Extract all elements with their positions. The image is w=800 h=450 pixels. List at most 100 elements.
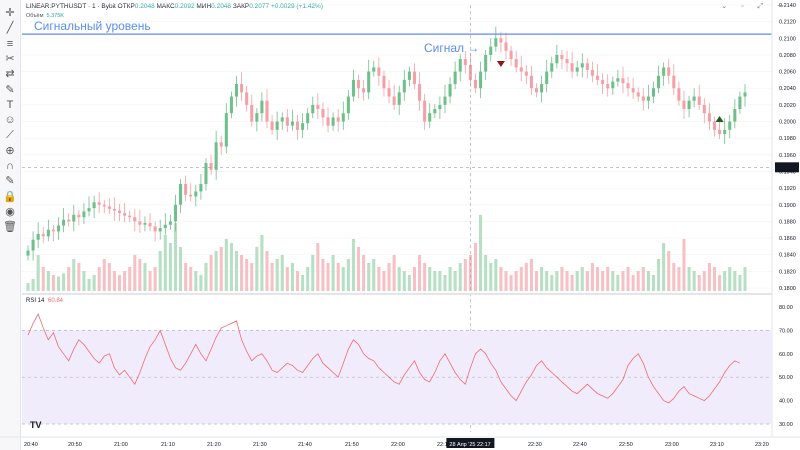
volume-bar (575, 271, 579, 291)
fib-icon[interactable]: ≡ (6, 37, 14, 50)
eye-icon[interactable]: ◉ (5, 205, 15, 218)
rsi-legend-label[interactable]: RSI 14 (26, 298, 45, 304)
rsi-axis[interactable]: 80.00 70.00 60.00 50.00 40.00 30.00 (779, 305, 793, 428)
brush-icon[interactable]: ✎ (5, 83, 15, 96)
volume-bars (26, 215, 747, 291)
candle-body (72, 214, 76, 222)
signal-annotation[interactable]: Сигнал → (424, 41, 479, 55)
candle-body (295, 121, 300, 130)
candle-body (173, 204, 177, 222)
time-tick-label: 23:00 (665, 442, 679, 448)
close-label: ЗАКР (232, 3, 250, 10)
volume-legend[interactable]: Объём 5.375K (26, 13, 64, 19)
rsi-pane[interactable] (22, 313, 772, 425)
candle-body (199, 183, 203, 192)
candle-body (448, 84, 452, 97)
candle-body (397, 92, 401, 105)
candle-body (97, 202, 101, 205)
trendline-icon[interactable]: ╱ (6, 22, 14, 35)
candle-body (377, 67, 381, 76)
volume-bar (275, 259, 279, 291)
candle-body (250, 104, 254, 122)
volume-bar (224, 239, 228, 291)
volume-bar (31, 279, 35, 291)
volume-bar (372, 259, 376, 291)
signal-level-label[interactable]: Сигнальный уровень (34, 19, 151, 33)
symbol-name[interactable]: LINEAR:PYTHUSDT · 1 · Bybit (26, 3, 116, 10)
candle-body (433, 109, 437, 114)
emoji-icon[interactable]: ☺ (4, 114, 16, 127)
time-tick-label: 22:30 (528, 442, 542, 448)
candle-body (443, 96, 447, 105)
text-icon[interactable]: T (6, 98, 14, 111)
time-axis[interactable]: 20:40 20:50 21:00 21:10 21:20 21:30 21:40 21:50… (0, 436, 800, 448)
volume-bar (351, 239, 355, 291)
candle-body (229, 96, 233, 114)
candle-body (712, 121, 717, 130)
volume-bar (616, 275, 620, 291)
candle-body (31, 239, 35, 251)
pattern-icon[interactable]: ✂ (5, 52, 15, 65)
volume-bar (229, 243, 233, 291)
candle-body (738, 96, 742, 110)
ruler-icon[interactable]: ⟋ (6, 129, 14, 142)
volume-bar (107, 263, 111, 291)
volume-bar (433, 271, 437, 291)
candle-body (316, 104, 320, 110)
time-tick-label: 21:50 (345, 442, 359, 448)
rsi-line (27, 313, 741, 404)
candle-body (662, 67, 666, 76)
cursor-icon[interactable]: ✛ (5, 7, 15, 19)
time-tick-label: 22:50 (619, 442, 633, 448)
volume-bar (321, 259, 325, 291)
candle-body (26, 250, 30, 256)
volume-bar (580, 267, 584, 291)
price-axis[interactable]: 0.2140 0.2120 0.2100 0.2080 0.2060 0.2040 0.20… (771, 0, 796, 437)
lock-icon[interactable]: 🔒 (3, 190, 17, 203)
volume-bar (534, 271, 539, 291)
volume-bar (179, 247, 183, 291)
time-tick-label: 22:10 (437, 442, 451, 448)
window-controls[interactable]: ⌄ ▫ ⤢ ⋯ (721, 3, 790, 10)
volume-bar (153, 267, 157, 291)
candle-body (265, 100, 269, 122)
zoom-icon[interactable]: ⊕ (5, 144, 15, 157)
volume-bar (707, 263, 711, 291)
candle-body (118, 210, 122, 214)
volume-bar (484, 255, 488, 291)
candle-body (219, 142, 223, 147)
candle-body (728, 121, 732, 130)
pane-separator[interactable] (22, 293, 772, 295)
volume-bar (163, 235, 167, 291)
volume-bar (718, 275, 722, 291)
symbol-legend[interactable]: LINEAR:PYTHUSDT · 1 · Bybit ОТКР0.2048 М… (26, 3, 323, 10)
candle-body (402, 79, 406, 93)
volume-bar (509, 275, 513, 291)
volume-bar (723, 271, 727, 291)
candle-body (234, 84, 239, 97)
price-tick-label: 0.2080 (779, 53, 796, 59)
open-value: 0.2048 (134, 3, 155, 10)
projection-icon[interactable]: ⇄ (5, 68, 15, 81)
volume-bar (382, 271, 386, 291)
magnet-icon[interactable]: ∩ (6, 160, 14, 172)
volume-bar (504, 271, 508, 291)
volume-bar (468, 255, 472, 291)
lock-drawing-icon[interactable]: ✎ (5, 175, 15, 188)
volume-bar (341, 267, 345, 291)
trash-icon[interactable]: 🗑 (3, 221, 17, 234)
price-tick-label: 0.2120 (779, 20, 796, 26)
volume-bar (606, 267, 610, 291)
volume-bar (641, 267, 645, 291)
volume-bar (77, 263, 81, 291)
volume-bar (448, 267, 452, 291)
candle-body (387, 88, 391, 97)
volume-bar (687, 267, 691, 291)
candle-body (636, 92, 640, 97)
candle-body (601, 79, 605, 85)
volume-bar (702, 271, 706, 291)
volume-bar (499, 267, 503, 291)
time-tick-label: 20:40 (24, 442, 38, 448)
volume-bar (458, 263, 462, 291)
